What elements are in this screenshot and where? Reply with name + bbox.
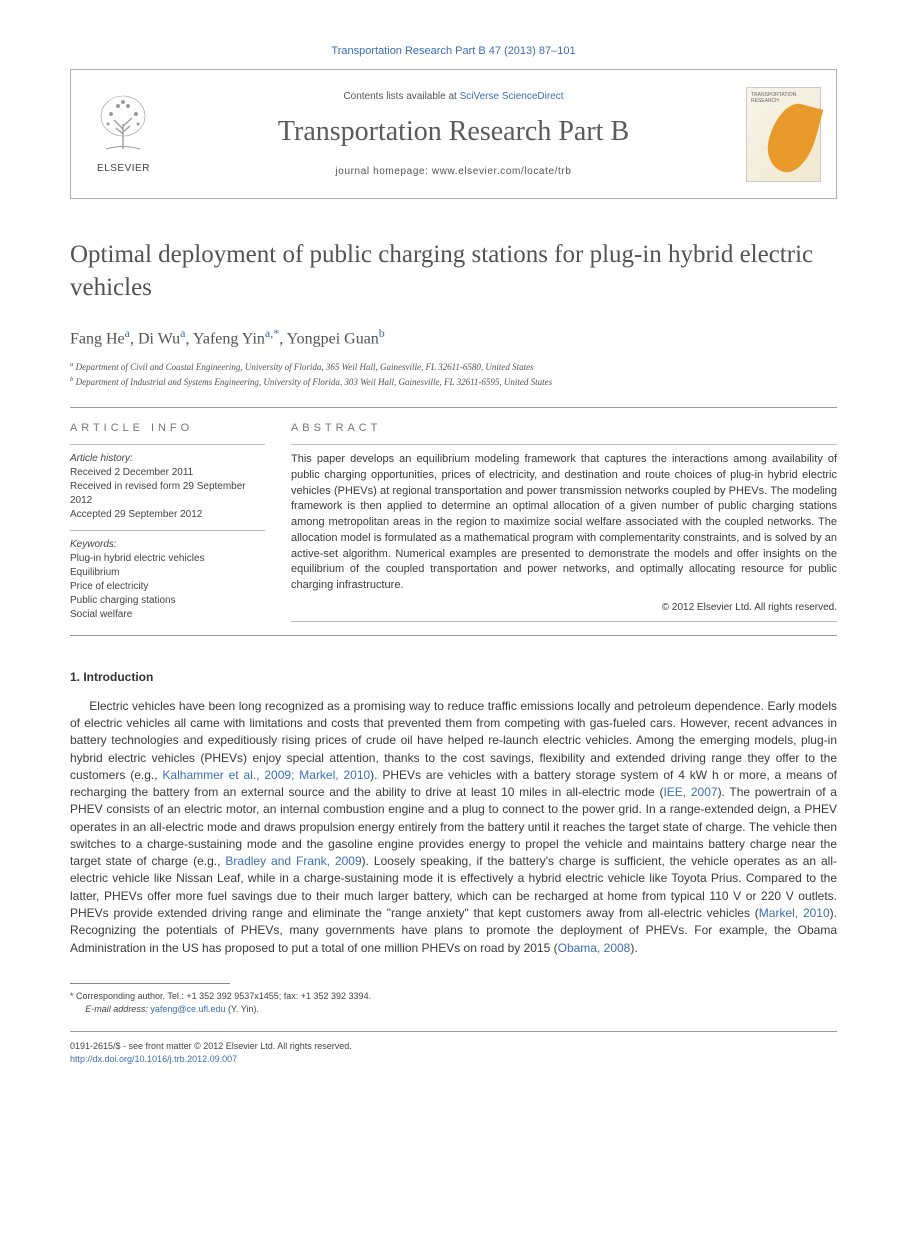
divider xyxy=(291,444,837,445)
corresponding-author-footnote: * Corresponding author. Tel.: +1 352 392… xyxy=(70,990,837,1017)
homepage-prefix: journal homepage: xyxy=(335,166,431,177)
history-line: Received 2 December 2011 xyxy=(70,466,265,480)
divider xyxy=(70,407,837,408)
footnote-separator xyxy=(70,983,230,984)
divider xyxy=(70,444,265,445)
email-link[interactable]: yafeng@ce.ufl.edu xyxy=(150,1004,225,1014)
divider xyxy=(291,621,837,622)
homepage-url[interactable]: www.elsevier.com/locate/trb xyxy=(432,166,572,177)
email-suffix: (Y. Yin). xyxy=(228,1004,259,1014)
journal-cover-thumb: TRANSPORTATION RESEARCH xyxy=(746,87,821,182)
keyword: Public charging stations xyxy=(70,594,265,608)
divider xyxy=(70,1031,837,1032)
contents-available: Contents lists available at SciVerse Sci… xyxy=(161,91,746,102)
email-label: E-mail address: xyxy=(85,1004,148,1014)
history-line: Received in revised form 29 September 20… xyxy=(70,480,265,508)
publication-info: 0191-2615/$ - see front matter © 2012 El… xyxy=(70,1040,837,1066)
keyword: Equilibrium xyxy=(70,566,265,580)
abstract-header: ABSTRACT xyxy=(291,422,837,434)
journal-title: Transportation Research Part B xyxy=(161,116,746,148)
journal-header: ELSEVIER Contents lists available at Sci… xyxy=(70,69,837,199)
sciencedirect-link[interactable]: SciVerse ScienceDirect xyxy=(460,91,564,102)
intro-paragraph: Electric vehicles have been long recogni… xyxy=(70,698,837,957)
keyword: Plug-in hybrid electric vehicles xyxy=(70,552,265,566)
affiliations: a Department of Civil and Coastal Engine… xyxy=(70,360,837,389)
history-title: Article history: xyxy=(70,452,265,466)
citation-line: Transportation Research Part B 47 (2013)… xyxy=(70,45,837,57)
abstract-text: This paper develops an equilibrium model… xyxy=(291,452,837,593)
corr-author-line: * Corresponding author. Tel.: +1 352 392… xyxy=(70,990,837,1004)
journal-homepage: journal homepage: www.elsevier.com/locat… xyxy=(161,166,746,177)
elsevier-logo: ELSEVIER xyxy=(86,94,161,174)
article-title: Optimal deployment of public charging st… xyxy=(70,239,837,304)
issn-line: 0191-2615/$ - see front matter © 2012 El… xyxy=(70,1040,837,1053)
history-line: Accepted 29 September 2012 xyxy=(70,508,265,522)
divider xyxy=(70,635,837,636)
divider xyxy=(70,530,265,531)
keywords-block: Keywords: Plug-in hybrid electric vehicl… xyxy=(70,538,265,622)
elsevier-text: ELSEVIER xyxy=(86,163,161,174)
contents-prefix: Contents lists available at xyxy=(343,91,459,102)
keyword: Price of electricity xyxy=(70,580,265,594)
intro-heading: 1. Introduction xyxy=(70,670,837,684)
keywords-title: Keywords: xyxy=(70,538,265,552)
keyword: Social welfare xyxy=(70,608,265,622)
cover-line1: TRANSPORTATION xyxy=(751,92,796,98)
author-list: Fang Hea, Di Wua, Yafeng Yina,*, Yongpei… xyxy=(70,326,837,348)
article-history: Article history: Received 2 December 201… xyxy=(70,452,265,522)
cover-line2: RESEARCH xyxy=(751,98,796,104)
elsevier-tree-icon xyxy=(96,94,151,154)
article-info-header: ARTICLE INFO xyxy=(70,422,265,434)
abstract-copyright: © 2012 Elsevier Ltd. All rights reserved… xyxy=(291,602,837,613)
doi-link[interactable]: http://dx.doi.org/10.1016/j.trb.2012.09.… xyxy=(70,1054,237,1064)
